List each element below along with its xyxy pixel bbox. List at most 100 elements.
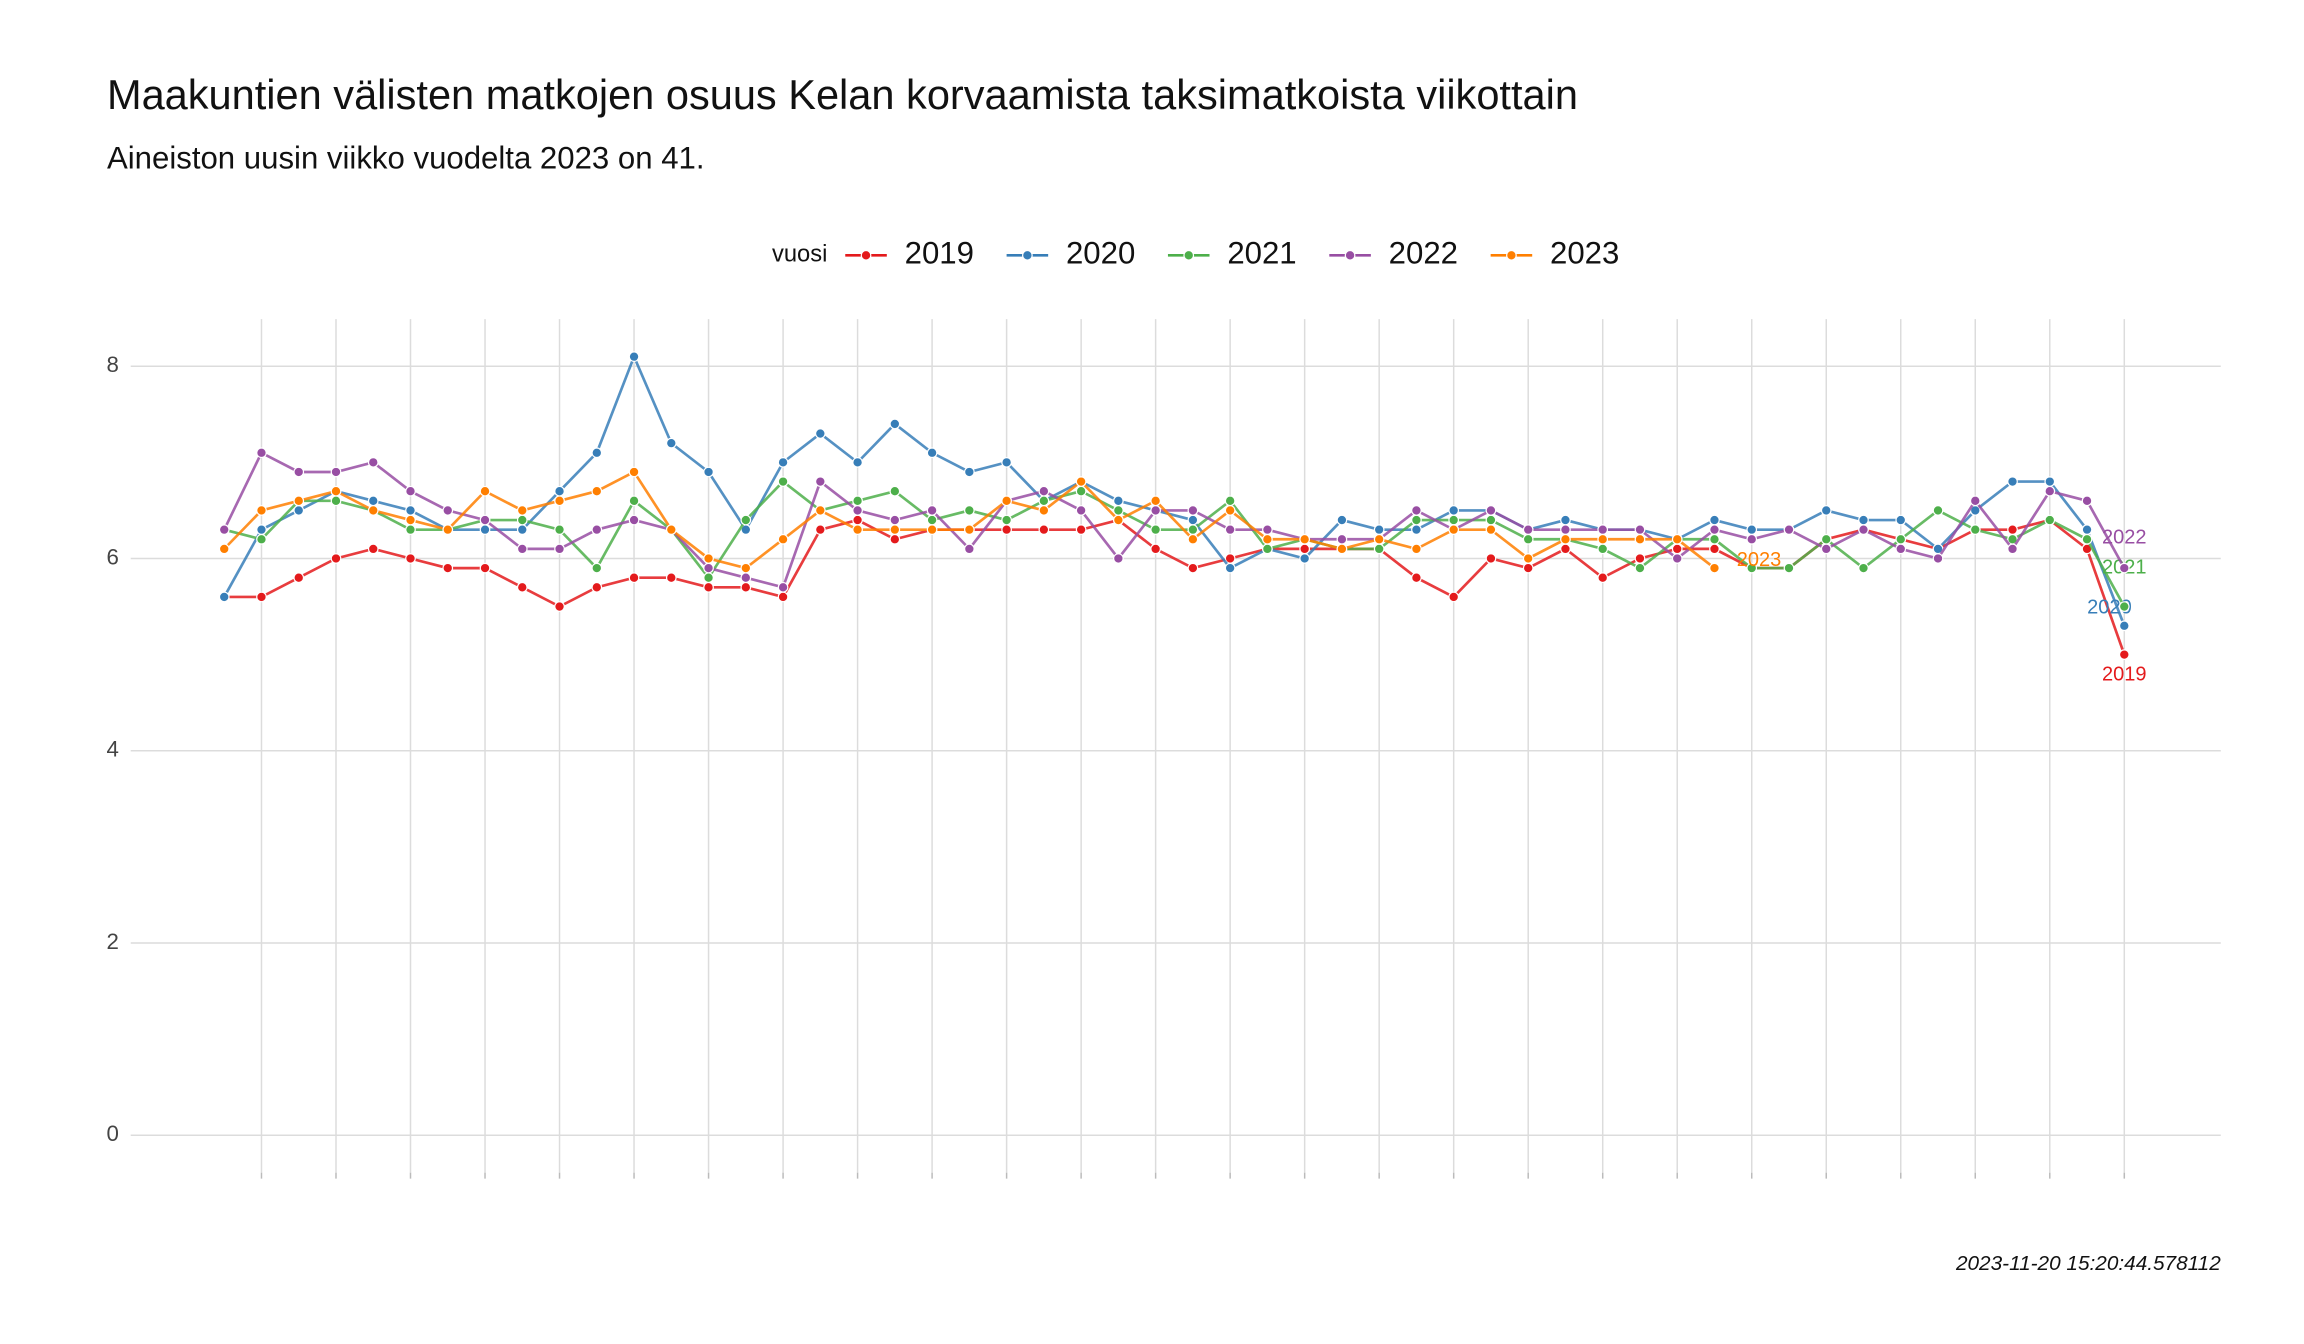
data-point bbox=[1038, 524, 1050, 535]
data-point bbox=[591, 447, 603, 459]
data-point bbox=[1858, 524, 1869, 535]
legend-title: vuosi bbox=[772, 241, 827, 268]
data-point bbox=[1560, 543, 1571, 555]
legend-label: 2021 bbox=[1227, 236, 1296, 271]
data-point bbox=[2007, 476, 2018, 487]
data-point bbox=[814, 524, 826, 535]
data-point bbox=[1485, 553, 1497, 564]
data-point bbox=[777, 533, 789, 545]
data-point bbox=[2081, 495, 2093, 507]
data-point bbox=[256, 591, 267, 603]
data-point bbox=[591, 581, 603, 593]
data-point bbox=[628, 572, 640, 584]
data-point bbox=[293, 505, 305, 516]
chart-subtitle: Aineiston uusin viikko vuodelta 2023 on … bbox=[107, 141, 705, 176]
data-point bbox=[330, 495, 342, 507]
data-point bbox=[516, 505, 528, 516]
data-point bbox=[889, 524, 901, 535]
data-point bbox=[405, 505, 416, 516]
data-point bbox=[293, 572, 305, 584]
y-tick-label: 6 bbox=[106, 544, 118, 569]
data-point bbox=[777, 457, 789, 468]
data-point bbox=[1597, 572, 1609, 584]
data-point bbox=[479, 562, 491, 574]
data-point bbox=[1597, 543, 1609, 555]
data-point bbox=[1634, 553, 1646, 564]
data-point bbox=[1411, 514, 1422, 526]
data-point bbox=[2044, 476, 2056, 487]
data-point bbox=[367, 495, 379, 507]
legend-swatch-dot bbox=[860, 249, 872, 261]
data-point bbox=[1001, 495, 1012, 507]
legend-swatch-dot bbox=[1183, 249, 1195, 261]
data-point bbox=[516, 543, 528, 555]
data-point bbox=[1187, 562, 1199, 574]
data-point bbox=[814, 476, 826, 487]
data-point bbox=[1895, 533, 1907, 545]
data-point bbox=[1597, 533, 1609, 545]
data-point bbox=[703, 553, 714, 564]
data-point bbox=[1187, 514, 1199, 526]
data-point bbox=[293, 495, 305, 507]
data-point bbox=[367, 457, 379, 468]
data-point bbox=[964, 524, 975, 535]
data-point bbox=[1522, 553, 1534, 564]
legend-label: 2022 bbox=[1389, 236, 1458, 271]
data-point bbox=[1113, 553, 1124, 564]
data-point bbox=[777, 476, 789, 487]
data-point bbox=[479, 485, 491, 497]
data-point bbox=[852, 495, 863, 507]
data-point bbox=[1485, 505, 1497, 516]
data-point bbox=[1001, 514, 1012, 526]
data-point bbox=[1038, 485, 1050, 497]
data-point bbox=[1895, 514, 1907, 526]
data-point bbox=[554, 601, 565, 612]
data-point bbox=[1522, 562, 1534, 574]
data-point bbox=[665, 437, 677, 449]
data-point bbox=[889, 485, 901, 497]
data-point bbox=[330, 553, 342, 564]
data-point bbox=[442, 524, 454, 535]
legend-label: 2020 bbox=[1066, 236, 1135, 271]
data-point bbox=[1671, 543, 1683, 555]
data-point bbox=[1560, 524, 1571, 535]
data-point bbox=[1299, 533, 1311, 545]
data-point bbox=[1522, 533, 1534, 545]
legend-swatch-dot bbox=[1022, 249, 1033, 261]
data-point bbox=[1150, 524, 1161, 535]
data-point bbox=[1820, 543, 1832, 555]
legend-label: 2019 bbox=[905, 236, 974, 271]
data-point bbox=[1969, 524, 1981, 535]
data-point bbox=[1224, 524, 1236, 535]
data-point bbox=[218, 591, 230, 603]
data-point bbox=[2081, 533, 2093, 545]
data-point bbox=[1224, 495, 1236, 507]
end-label: 2022 bbox=[2102, 527, 2147, 549]
legend-swatch-dot bbox=[1506, 249, 1517, 261]
data-point bbox=[516, 581, 528, 593]
data-point bbox=[1262, 543, 1273, 555]
data-point bbox=[1075, 476, 1087, 487]
data-point bbox=[2044, 485, 2056, 497]
data-point bbox=[1075, 485, 1087, 497]
data-point bbox=[2044, 514, 2056, 526]
data-point bbox=[293, 466, 305, 478]
data-point bbox=[1150, 543, 1161, 555]
end-label: 2023 bbox=[1737, 549, 1782, 571]
data-point bbox=[554, 485, 565, 497]
data-point bbox=[1113, 495, 1124, 507]
data-point bbox=[852, 457, 863, 468]
data-point bbox=[1709, 543, 1720, 555]
data-point bbox=[1373, 543, 1385, 555]
data-point bbox=[516, 514, 528, 526]
data-point bbox=[740, 562, 752, 574]
data-point bbox=[1187, 505, 1199, 516]
data-point bbox=[740, 581, 752, 593]
data-point bbox=[554, 543, 565, 555]
data-point bbox=[1783, 524, 1795, 535]
data-point bbox=[1224, 505, 1236, 516]
data-point bbox=[1224, 562, 1236, 574]
data-point bbox=[889, 514, 901, 526]
